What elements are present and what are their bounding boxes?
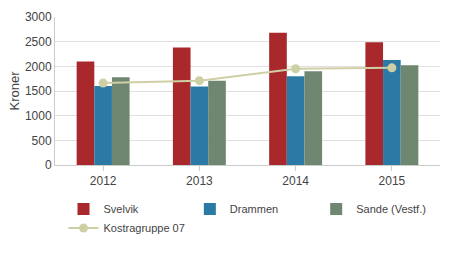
svg-text:2012: 2012 (90, 174, 117, 188)
svg-text:1500: 1500 (25, 84, 52, 98)
svg-text:500: 500 (32, 134, 52, 148)
svg-text:0: 0 (45, 158, 52, 172)
svg-text:Drammen: Drammen (230, 203, 278, 215)
svg-text:2000: 2000 (25, 60, 52, 74)
svg-text:3000: 3000 (25, 10, 52, 24)
svg-text:2014: 2014 (282, 174, 309, 188)
svg-text:Kostragruppe 07: Kostragruppe 07 (104, 222, 185, 234)
svg-text:2015: 2015 (379, 174, 406, 188)
svg-text:1000: 1000 (25, 109, 52, 123)
svg-text:2013: 2013 (186, 174, 213, 188)
svg-text:Kroner: Kroner (7, 71, 22, 111)
svg-text:2500: 2500 (25, 35, 52, 49)
svg-text:Sande (Vestf.): Sande (Vestf.) (356, 203, 426, 215)
svg-text:Svelvik: Svelvik (104, 203, 139, 215)
